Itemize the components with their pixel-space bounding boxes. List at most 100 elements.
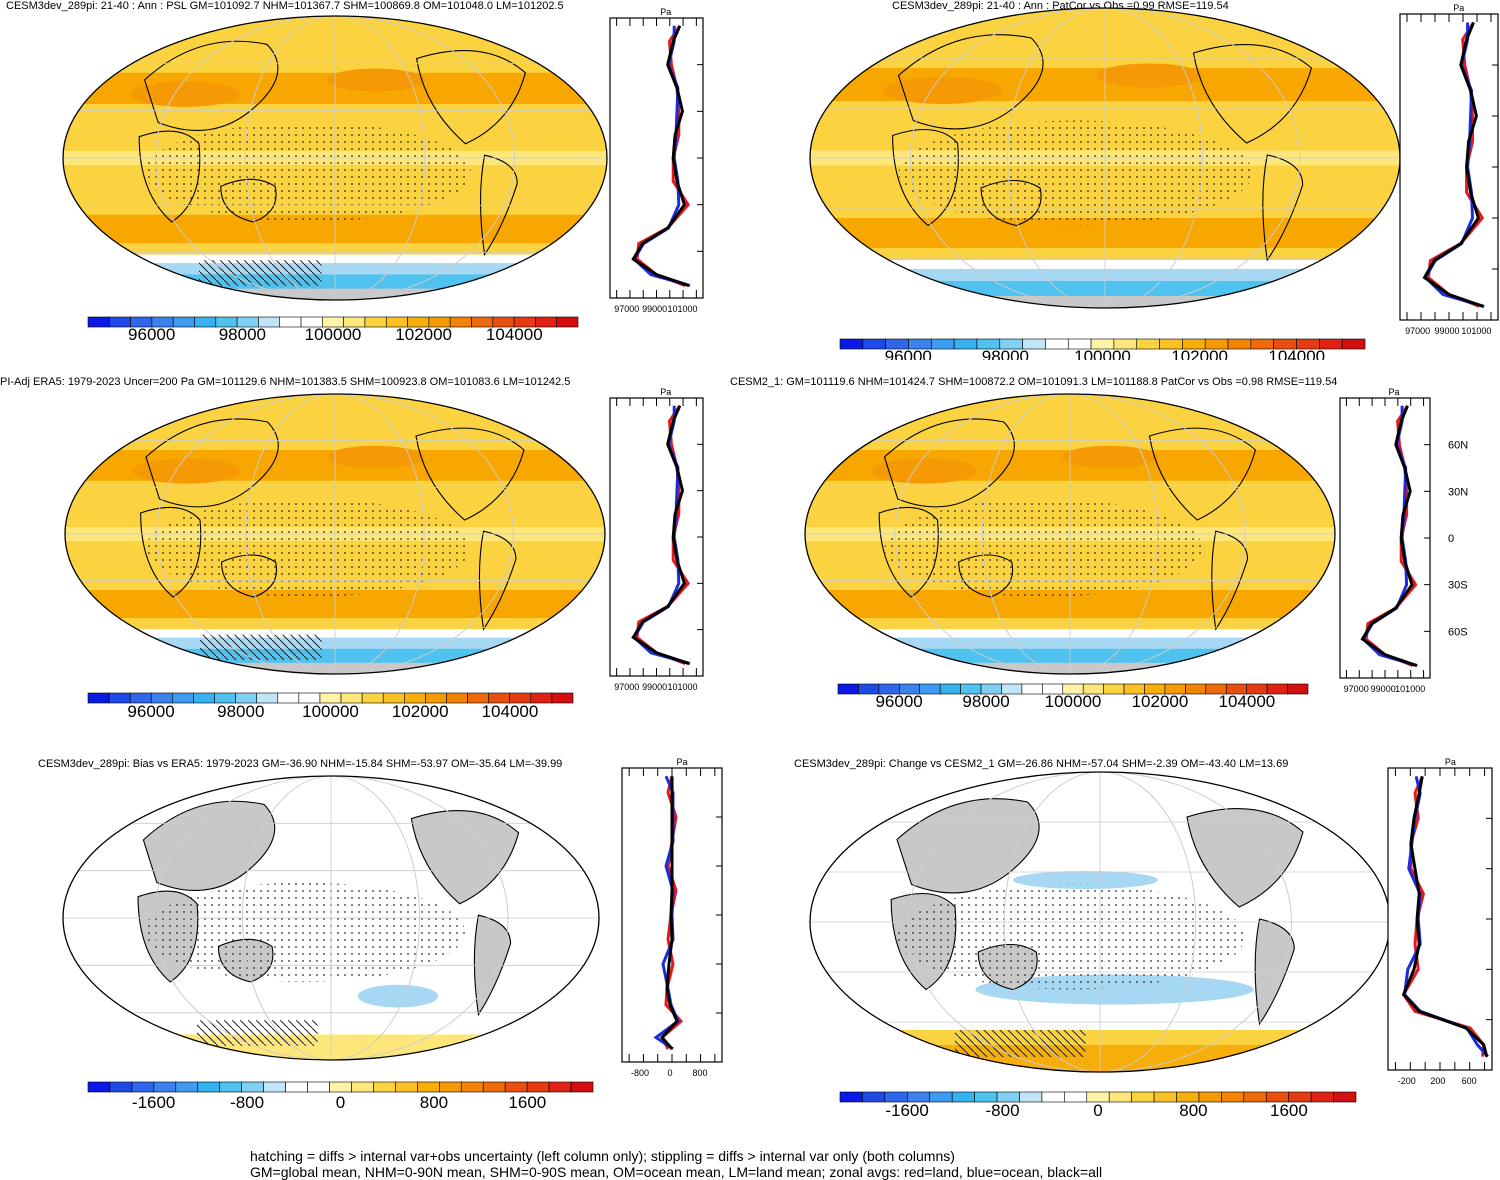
colorbar-cell <box>330 1082 352 1092</box>
colorbar-cell <box>930 1092 952 1102</box>
colorbar-cell <box>1019 1092 1041 1102</box>
colorbar-tick-label: -1600 <box>885 1101 928 1120</box>
colorbar-cell <box>173 317 194 327</box>
profile-x-tick-label: 101000 <box>1461 326 1491 336</box>
profile-x-tick-label: 97000 <box>1405 326 1430 336</box>
colorbar-cell <box>1221 1092 1243 1102</box>
colorbar-cell <box>571 1082 593 1092</box>
colorbar-cell <box>1288 684 1308 694</box>
colorbar-tick-label: 96000 <box>885 347 932 360</box>
colorbar-cell <box>1244 1092 1266 1102</box>
colorbar-cell <box>952 1092 974 1102</box>
profile-lat-label: 30S <box>1448 580 1468 592</box>
colorbar-cell <box>446 693 467 703</box>
panel-psl-patcor: CESM3dev_289pi: 21-40 : Ann : PatCor vs … <box>750 0 1500 360</box>
profile-unit-label: Pa <box>660 387 671 397</box>
zonal-profile-frame <box>1400 14 1498 320</box>
colorbar-cell <box>461 1082 483 1092</box>
colorbar-cell <box>552 693 573 703</box>
colorbar-cell <box>1154 1092 1176 1102</box>
colorbar-cell <box>88 1082 110 1092</box>
colorbar-tick-label: 0 <box>1093 1101 1102 1120</box>
panel-bias: CESM3dev_289pi: Bias vs ERA5: 1979-2023 … <box>0 756 740 1126</box>
profile-unit-label: Pa <box>676 757 687 767</box>
zonal-profile-frame <box>1340 398 1430 678</box>
profile-x-tick-label: -800 <box>631 1068 649 1078</box>
colorbar-cell <box>195 317 216 327</box>
colorbar-cell <box>176 1082 198 1092</box>
colorbar-tick-label: -1600 <box>132 1093 175 1112</box>
colorbar-cell <box>264 1082 286 1092</box>
profile-x-tick-label: 97000 <box>614 682 639 692</box>
stippling <box>899 121 1253 226</box>
hatching <box>199 260 321 286</box>
colorbar-tick-label: 98000 <box>962 692 1009 711</box>
colorbar-cell <box>362 693 383 703</box>
colorbar-tick-label: 800 <box>1179 1101 1207 1120</box>
colorbar-cell <box>505 1082 527 1092</box>
panel-psl-model: CESM3dev_289pi: 21-40 : Ann : PSL GM=101… <box>0 0 720 360</box>
colorbar-cell <box>840 1092 862 1102</box>
colorbar-tick-label: 102000 <box>392 702 449 721</box>
colorbar-tick-label: 98000 <box>219 325 266 344</box>
stippling <box>146 499 470 597</box>
colorbar-cell <box>557 317 578 327</box>
profile-lat-label: 0 <box>1448 533 1454 545</box>
colorbar-cell <box>351 1082 373 1092</box>
colorbar-tick-label: 104000 <box>482 702 539 721</box>
colorbar-cell <box>450 317 471 327</box>
colorbar-cell <box>1185 684 1205 694</box>
colorbar-tick-label: 1600 <box>508 1093 546 1112</box>
map-field <box>65 394 605 680</box>
profile-x-tick-label: 97000 <box>614 304 639 314</box>
field-high <box>133 458 241 483</box>
colorbar-tick-label: 98000 <box>982 347 1029 360</box>
profile-lat-label: 60S <box>1448 626 1468 638</box>
profile-unit-label: Pa <box>1388 387 1399 397</box>
colorbar-cell <box>838 684 858 694</box>
profile-x-tick-label: 101000 <box>668 682 698 692</box>
field-high <box>884 77 1002 104</box>
colorbar-tick-label: 102000 <box>1171 347 1228 360</box>
colorbar-tick-label: 800 <box>420 1093 448 1112</box>
profile-x-tick-label: 200 <box>1430 1076 1445 1086</box>
colorbar-cell <box>1334 1092 1356 1102</box>
colorbar-cell <box>154 1082 176 1092</box>
colorbar-cell <box>88 693 109 703</box>
colorbar-tick-label: 1600 <box>1270 1101 1308 1120</box>
stippling <box>145 123 471 222</box>
colorbar-cell <box>954 339 977 349</box>
panel-cesm2: CESM2_1: GM=101119.6 NHM=101424.7 SHM=10… <box>750 376 1500 736</box>
colorbar-cell <box>308 1082 330 1092</box>
colorbar-cell <box>940 684 960 694</box>
colorbar-cell <box>862 1092 884 1102</box>
panel-figure: Pa60N30N030S60S9700099000101000960009800… <box>0 0 720 360</box>
colorbar-tick-label: 96000 <box>128 325 175 344</box>
colorbar-cell <box>483 1082 505 1092</box>
colorbar-cell <box>1022 684 1042 694</box>
colorbar-cell <box>1064 1092 1086 1102</box>
map-field <box>810 772 1390 1090</box>
stippling <box>885 499 1203 597</box>
field-low <box>358 985 438 1008</box>
profile-unit-label: Pa <box>1453 3 1464 13</box>
colorbar-cell <box>1311 1092 1333 1102</box>
profile-x-tick-label: 0 <box>667 1068 672 1078</box>
colorbar-cell <box>549 1082 571 1092</box>
colorbar-cell <box>527 1082 549 1092</box>
colorbar-cell <box>373 1082 395 1092</box>
profile-x-tick-label: 99000 <box>1371 684 1396 694</box>
map-field <box>63 776 599 1077</box>
map-field <box>810 8 1400 314</box>
stippling <box>143 883 465 982</box>
colorbar-cell <box>395 1082 417 1092</box>
footnote-line-1: hatching = diffs > internal var+obs unce… <box>250 1148 955 1164</box>
profile-lat-label: 60N <box>1448 440 1468 452</box>
profile-x-tick-label: 600 <box>1462 1076 1477 1086</box>
field-high <box>871 458 977 483</box>
colorbar-cell <box>1104 684 1124 694</box>
profile-x-tick-label: 99000 <box>642 304 667 314</box>
colorbar-cell <box>439 1082 461 1092</box>
colorbar-tick-label: 102000 <box>1132 692 1189 711</box>
profile-x-tick-label: 99000 <box>642 682 667 692</box>
